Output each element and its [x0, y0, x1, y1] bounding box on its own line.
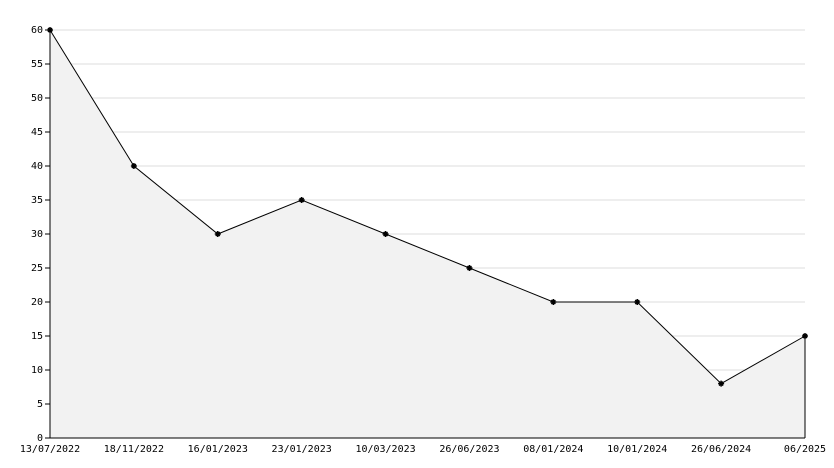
marker: [130, 163, 137, 169]
x-tick-label: 26/06/2024: [691, 444, 751, 455]
x-tick-label: 08/01/2024: [523, 444, 583, 455]
y-tick-label: 10: [31, 365, 43, 376]
y-tick-label: 20: [31, 297, 43, 308]
marker: [634, 299, 641, 305]
marker: [214, 231, 221, 237]
y-tick-label: 0: [37, 433, 43, 444]
marker: [802, 333, 808, 339]
y-tick-label: 15: [31, 331, 43, 342]
x-tick-label: 18/11/2022: [104, 444, 164, 455]
marker: [550, 299, 557, 305]
y-tick-label: 5: [37, 399, 43, 410]
y-tick-label: 30: [31, 229, 43, 240]
marker: [466, 265, 473, 271]
x-tick-label: 26/06/2023: [439, 444, 499, 455]
marker: [718, 380, 725, 387]
y-tick-label: 60: [31, 25, 43, 36]
y-tick-label: 25: [31, 263, 43, 274]
y-tick-label: 40: [31, 161, 43, 172]
x-tick-label: 10/03/2023: [355, 444, 415, 455]
x-tick-label: 06/2025: [784, 444, 826, 455]
x-tick-label: 13/07/2022: [20, 444, 80, 455]
y-tick-label: 35: [31, 195, 43, 206]
marker: [382, 231, 389, 237]
marker: [298, 197, 305, 203]
area-fill: [50, 30, 805, 438]
y-tick-label: 50: [31, 93, 43, 104]
x-tick-label: 16/01/2023: [188, 444, 248, 455]
y-tick-label: 45: [31, 127, 43, 138]
y-tick-label: 55: [31, 59, 43, 70]
x-tick-label: 10/01/2024: [607, 444, 667, 455]
line: [49, 29, 806, 385]
x-tick-label: 23/01/2023: [272, 444, 332, 455]
